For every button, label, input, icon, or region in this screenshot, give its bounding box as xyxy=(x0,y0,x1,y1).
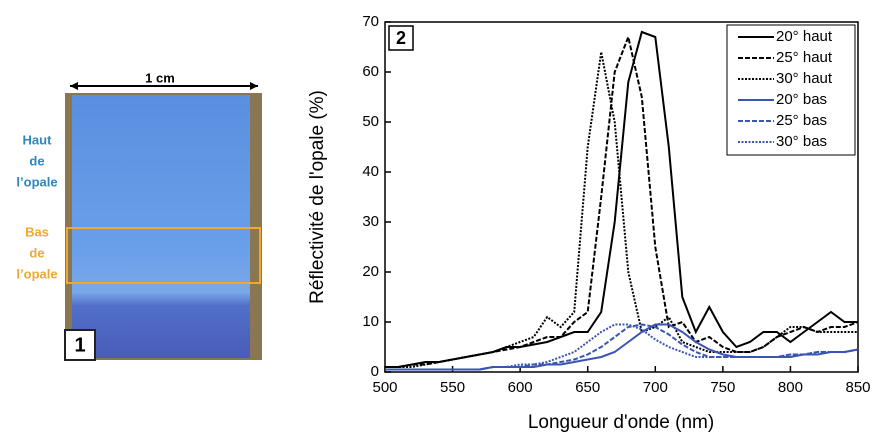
y-tick-label: 20 xyxy=(362,263,379,280)
legend-label: 30° haut xyxy=(776,70,833,87)
panel-label-box xyxy=(388,25,414,51)
bottom-label: Bas xyxy=(25,224,49,239)
y-tick-label: 60 xyxy=(362,63,379,80)
y-tick-label: 70 xyxy=(362,13,379,30)
x-tick-label: 600 xyxy=(508,379,533,396)
bottom-label: de xyxy=(29,245,44,260)
series-line xyxy=(385,323,859,371)
photo-opal xyxy=(72,95,250,358)
bottom-region-box xyxy=(66,227,261,284)
legend-label: 25° bas xyxy=(776,112,827,129)
y-tick-label: 0 xyxy=(371,363,379,380)
x-tick-label: 700 xyxy=(643,379,668,396)
panel-label-box xyxy=(64,329,96,361)
y-tick-label: 10 xyxy=(362,313,379,330)
series-line xyxy=(385,51,858,368)
legend xyxy=(726,24,856,156)
x-axis-label: Longueur d'onde (nm) xyxy=(528,412,714,433)
x-tick-label: 550 xyxy=(440,379,465,396)
panel-label: 2 xyxy=(396,28,406,48)
x-tick-label: 650 xyxy=(575,379,600,396)
legend-label: 20° haut xyxy=(776,28,833,45)
legend-label: 25° haut xyxy=(776,49,833,66)
y-tick-label: 30 xyxy=(362,213,379,230)
legend-label: 30° bas xyxy=(776,133,827,150)
y-tick-label: 40 xyxy=(362,163,379,180)
top-label: l’opale xyxy=(16,174,57,189)
x-tick-label: 500 xyxy=(372,379,397,396)
bottom-label: l’opale xyxy=(16,266,57,281)
photo-panel: 1 cm Haut de l’opale Bas de l’opale 1 xyxy=(16,70,262,361)
top-label: de xyxy=(29,153,44,168)
x-tick-label: 750 xyxy=(710,379,735,396)
scale-label: 1 cm xyxy=(145,70,175,85)
x-tick-label: 800 xyxy=(778,379,803,396)
chart: 2 Longueur d'onde (nm) Réflectivité de l… xyxy=(307,13,871,433)
top-label: Haut xyxy=(23,132,53,147)
y-tick-label: 50 xyxy=(362,113,379,130)
x-tick-label: 850 xyxy=(845,379,870,396)
y-axis-label: Réflectivité de l'opale (%) xyxy=(307,90,328,304)
panel-label: 1 xyxy=(74,334,85,356)
legend-label: 20° bas xyxy=(776,91,827,108)
plot-frame xyxy=(384,21,859,373)
